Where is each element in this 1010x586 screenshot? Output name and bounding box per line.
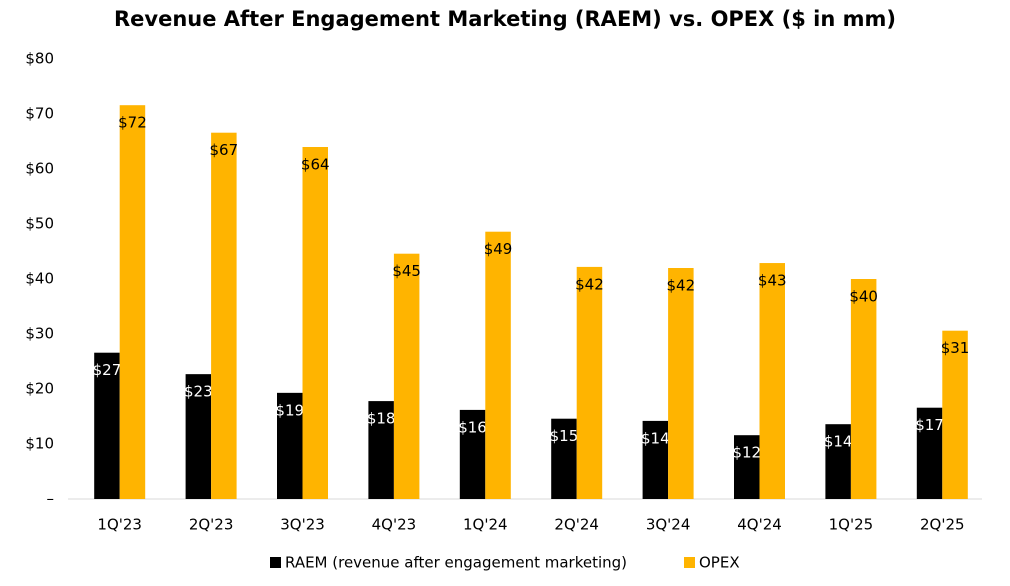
y-tick-label: $20 xyxy=(25,380,54,398)
data-label: $72 xyxy=(118,114,147,132)
bar xyxy=(551,418,577,499)
chart-title: Revenue After Engagement Marketing (RAEM… xyxy=(114,7,896,31)
y-tick-label: $10 xyxy=(25,435,54,453)
x-tick-label: 2Q'25 xyxy=(920,516,965,534)
data-label: $12 xyxy=(732,444,761,462)
data-label: $43 xyxy=(758,272,787,290)
x-tick-label: 3Q'23 xyxy=(280,516,325,534)
bar xyxy=(759,263,785,499)
bar xyxy=(485,231,511,499)
bar xyxy=(734,435,760,499)
bar xyxy=(94,352,120,499)
legend-swatch xyxy=(684,557,695,568)
data-label: $23 xyxy=(184,383,213,401)
x-tick-label: 2Q'24 xyxy=(554,516,599,534)
data-label: $14 xyxy=(641,429,670,447)
y-tick-label: $40 xyxy=(25,270,54,288)
x-tick-label: 1Q'23 xyxy=(97,516,142,534)
data-label: $19 xyxy=(275,401,304,419)
bar xyxy=(576,266,603,499)
data-label: $16 xyxy=(458,418,487,436)
data-label: $42 xyxy=(575,275,604,293)
bar xyxy=(916,407,943,499)
bar xyxy=(942,330,968,499)
data-label: $42 xyxy=(667,277,696,295)
x-tick-label: 1Q'25 xyxy=(829,516,874,534)
data-label: $40 xyxy=(849,288,878,306)
bar xyxy=(277,392,303,499)
data-label: $64 xyxy=(301,156,330,174)
data-label: $31 xyxy=(941,339,970,357)
legend-swatch xyxy=(270,557,281,568)
y-tick-label: $50 xyxy=(25,215,54,233)
data-label: $27 xyxy=(93,361,122,379)
legend-label: RAEM (revenue after engagement marketing… xyxy=(285,554,627,572)
y-tick-label: $60 xyxy=(25,160,54,178)
bar xyxy=(850,279,877,499)
data-label: $45 xyxy=(392,262,421,280)
bar xyxy=(119,105,146,499)
data-label: $67 xyxy=(210,141,239,159)
data-label: $17 xyxy=(915,416,944,434)
bar xyxy=(825,424,851,499)
y-tick-label: $70 xyxy=(25,105,54,123)
data-label: $15 xyxy=(550,427,579,445)
x-tick-label: 4Q'24 xyxy=(737,516,782,534)
x-tick-label: 3Q'24 xyxy=(646,516,691,534)
x-tick-label: 4Q'23 xyxy=(372,516,417,534)
y-tick-label: $30 xyxy=(25,325,54,343)
bar xyxy=(642,420,669,499)
data-label: $49 xyxy=(484,240,513,258)
x-tick-label: 2Q'23 xyxy=(189,516,234,534)
data-label: $18 xyxy=(367,410,396,428)
bar xyxy=(668,268,694,499)
y-tick-label: – xyxy=(47,490,55,508)
data-label: $14 xyxy=(824,433,853,451)
y-tick-label: $80 xyxy=(25,50,54,68)
x-tick-label: 1Q'24 xyxy=(463,516,508,534)
bar xyxy=(368,401,394,499)
bar xyxy=(393,253,420,499)
bar xyxy=(302,147,328,499)
bar xyxy=(459,409,486,499)
bar xyxy=(185,374,212,499)
legend-label: OPEX xyxy=(699,554,740,572)
bar xyxy=(211,132,237,499)
